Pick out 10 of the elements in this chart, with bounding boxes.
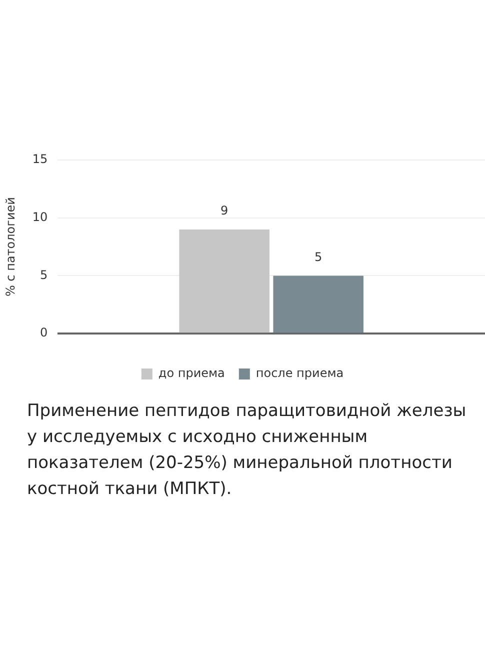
y-axis-title: % с патологией	[3, 197, 18, 297]
legend-label: до приема	[158, 366, 225, 380]
y-tick-label: 0	[40, 326, 48, 340]
text: Применение пептидов паращитовидной железы у исследуемых с исходно сниженным показателем (20-25%) минеральной плотности костной ткани (МПКТ).	[27, 400, 468, 501]
y-tick-label: 5	[40, 268, 48, 282]
y-tick-label: 15	[32, 152, 48, 166]
legend-label: после приема	[256, 366, 344, 380]
data-label: 9	[220, 204, 228, 218]
data-label: 5	[314, 250, 322, 264]
y-tick-label: 10	[32, 210, 48, 224]
